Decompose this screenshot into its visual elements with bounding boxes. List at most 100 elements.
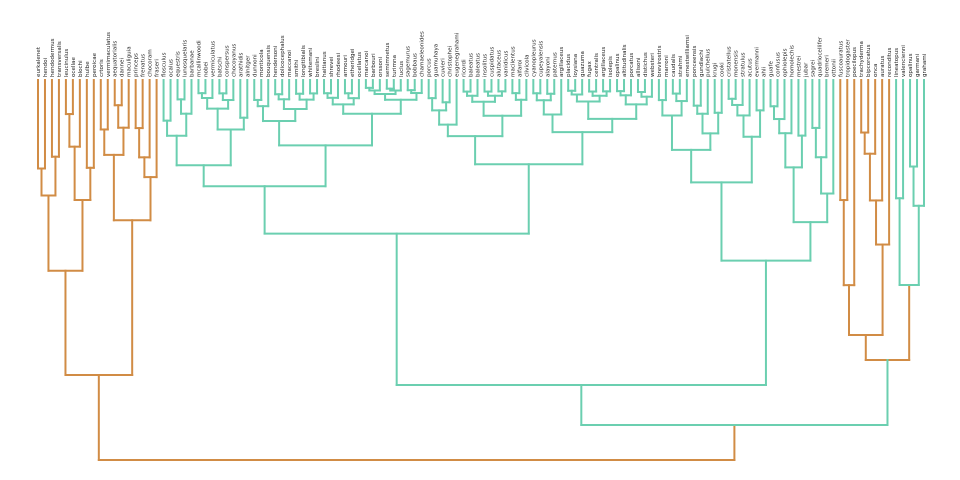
leaf-label: ocalus [169,59,175,77]
leaf-label: caudalis [671,54,677,77]
leaf-label: jubar [803,62,809,78]
green-clade-branches [162,79,925,426]
leaf-label: krugi [713,62,719,77]
leaf-label: insolitus [482,54,488,77]
leaf-label: barbouri [371,53,377,77]
leaf-label: barbanae [189,50,195,77]
leaf-label: brevirostris [657,45,663,77]
leaf-label: blochi [78,60,84,77]
leaf-label: mcallinwoodi [196,40,202,77]
leaf-label: aequatorialis [113,41,119,77]
leaf-label: turimna [392,55,398,77]
leaf-label: allisoni [636,57,642,77]
leaf-label: dolicocephalus [280,35,286,77]
leaf-label: maccanoi [287,50,293,77]
leaf-label: argillaceus [601,47,607,77]
leaf-label: homolechis [789,45,795,77]
leaf-label: baleatus [469,53,475,77]
leaf-label: guamuhaya [434,44,440,77]
leaf-label: baleatus [476,53,482,77]
leaf-label: garmani [915,53,921,77]
leaf-label: cristatellus [727,46,733,77]
leaf-label: paternus [552,52,558,77]
leaf-label: cuspidatus [489,47,495,77]
leaf-label: ahli [762,66,768,77]
leaf-label: cuvieri [441,58,447,77]
leaf-label: alutaceus [496,50,502,77]
leaf-label: vanidicus [503,50,509,77]
leaf-label: batschi [217,56,223,77]
leaf-label: etheridgei [350,48,356,77]
leaf-label: ocellae [71,57,77,77]
leaf-label: leucinulus [64,49,70,77]
leaf-label: chamaeleonides [420,31,426,77]
leaf-label: peroicae [92,52,98,77]
leaf-label: dannei [120,57,126,77]
leaf-label: reconditus [887,47,893,77]
leaf-label: conspersus [224,45,230,77]
leaf-label: alayoni [545,56,551,77]
leaf-label: haitianus [322,51,328,77]
leaf-label: altitudinalis [622,44,628,77]
leaf-label: porcatus [629,53,635,77]
leaf-label: fraseri [155,59,161,77]
leaf-label: poecilopus [852,47,858,77]
leaf-label: bremeri [824,55,830,77]
leaf-label: hendodermus [50,38,56,77]
leaf-label: armouri [343,55,349,77]
leaf-label: loysiana [573,54,579,77]
leaf-label: fuscoauratus [838,41,844,77]
leaf-label: dunnoni [252,54,258,77]
leaf-label: onca [873,64,879,77]
leaf-label: monensis [734,50,740,77]
leaf-label: smithi [294,59,300,77]
leaf-label: argillaceus [559,47,565,77]
leaf-label: ernestwilliamsi [685,35,691,77]
leaf-label: hendoi [43,57,49,77]
leaf-label: transversalis [57,41,63,77]
leaf-label: acutus [748,58,754,77]
leaf-label: shrevei [329,56,335,77]
leaf-label: ponceensis [692,46,698,77]
leaf-label: sagemurus [406,46,412,77]
leaf-label: maculiguia [127,46,133,77]
leaf-label: frenatus [141,54,147,77]
leaf-label: vermimaculatus [106,32,112,77]
leaf-label: centralis [594,53,600,77]
leaf-label: flosculus [162,52,168,77]
leaf-label: opalinus [615,53,621,77]
leaf-label: eurkalenet [36,46,42,77]
leaf-label: christophei [448,45,454,77]
leaf-label: pulchellus [706,49,712,77]
leaf-label: marroni [664,55,670,77]
leaf-label: confusus [775,52,781,77]
leaf-label: porcus [427,58,433,77]
leaf-label: chocoram [148,49,154,77]
leaf-label: ocellatus [357,52,363,77]
leaf-label: bipcorcatus [866,44,872,77]
leaf-label: isolepis [608,56,614,77]
leaf-label: lunosquelaris [183,40,189,77]
leaf-label: semimnetus [385,42,391,77]
leaf-label: hulbe [85,61,91,77]
leaf-label: trachyderma [859,41,865,77]
leaf-label: monticola [259,49,265,77]
leaf-label: marcanoi [364,50,370,77]
leaf-label: orssoni [378,56,384,77]
leaf-label: crtoris [99,59,105,77]
leaf-label: gundlachi [699,49,705,77]
leaf-label: grahami [922,53,928,77]
leaf-label: lineatopus [894,48,900,77]
leaf-label: websteri [650,53,656,77]
leaf-label: opalinus [908,53,914,77]
leaf-label: chocoyanus [231,44,237,77]
leaf-label: equestris [176,51,182,77]
leaf-label: auratus [880,56,886,77]
leaf-label: bobbaus [413,53,419,77]
leaf-label: rhodeesi [336,52,342,77]
leaf-label: strahmi [678,55,684,77]
leaf-label: princeps [134,53,140,77]
leaf-label: sagrei [810,59,816,77]
leaf-label: ricordi [462,59,468,77]
